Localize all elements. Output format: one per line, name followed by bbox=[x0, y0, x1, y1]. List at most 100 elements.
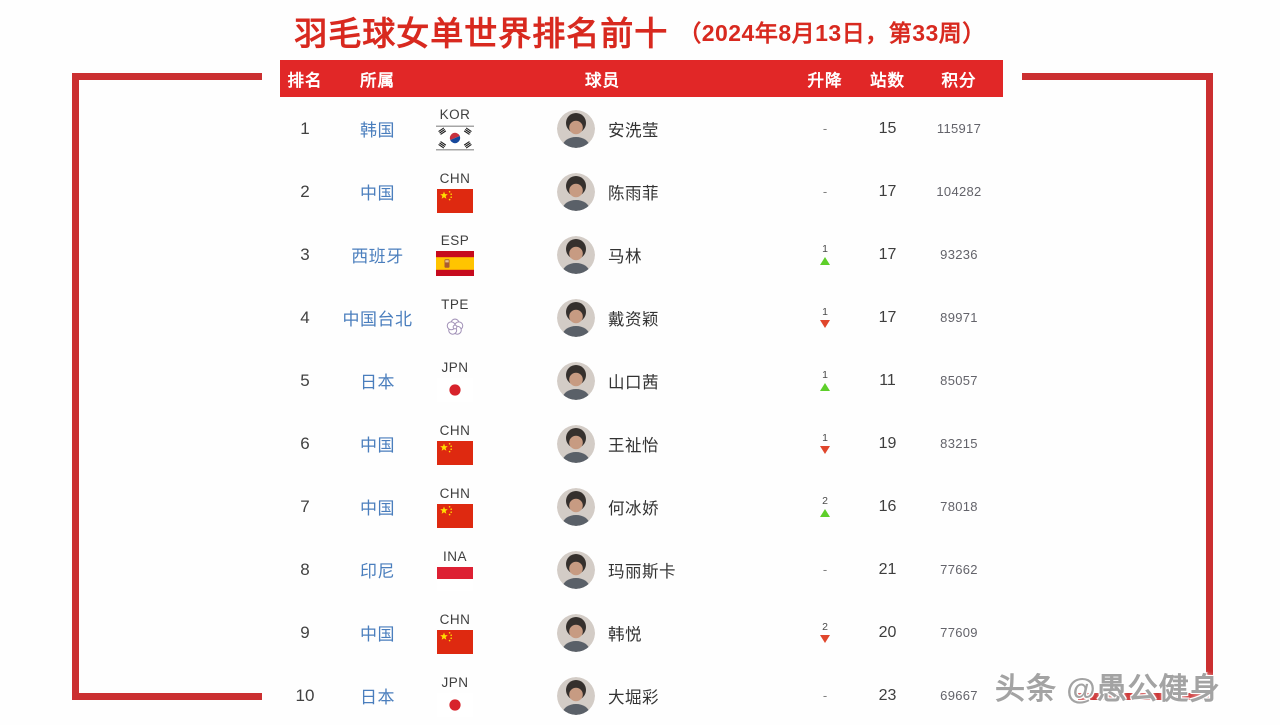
column-header: 排名 bbox=[287, 71, 323, 90]
country-flag-cell: CHN bbox=[425, 612, 485, 654]
player-name: 马林 bbox=[608, 247, 642, 266]
country-code: CHN bbox=[439, 422, 471, 438]
player-cell: 韩悦 bbox=[485, 613, 790, 652]
column-header: 所属 bbox=[360, 71, 395, 90]
rank-cell: 1 bbox=[300, 118, 310, 138]
change-indicator: 1 bbox=[790, 370, 860, 391]
points-value: 77609 bbox=[940, 625, 978, 640]
jpn-flag-icon bbox=[437, 692, 473, 717]
country-flag-cell: JPN bbox=[425, 360, 485, 402]
player-avatar bbox=[557, 613, 595, 652]
player-name: 大堀彩 bbox=[608, 688, 659, 707]
table-backdrop-bottom bbox=[1020, 686, 1078, 725]
points-value: 93236 bbox=[940, 247, 978, 262]
country-name: 中国 bbox=[360, 436, 395, 455]
down-triangle-icon bbox=[820, 445, 830, 454]
country-flag-cell: TPE bbox=[425, 297, 485, 339]
country-code: JPN bbox=[441, 359, 469, 375]
country-flag-cell: JPN bbox=[425, 675, 485, 717]
change-value: 1 bbox=[822, 432, 828, 445]
change-indicator: 1 bbox=[790, 433, 860, 454]
change-value: 2 bbox=[822, 621, 828, 634]
country-name: 中国 bbox=[360, 625, 395, 644]
player-avatar bbox=[557, 676, 595, 715]
rank-cell: 2 bbox=[300, 181, 310, 201]
ina-flag-icon bbox=[437, 566, 473, 591]
column-header: 站数 bbox=[870, 71, 905, 90]
change-indicator: - bbox=[790, 121, 860, 136]
rank-cell: 3 bbox=[300, 244, 310, 264]
player-avatar bbox=[557, 298, 595, 337]
country-flag-cell: ESP bbox=[425, 233, 485, 276]
rank-cell: 4 bbox=[300, 307, 310, 327]
rank-cell: 6 bbox=[300, 433, 310, 453]
player-cell: 马林 bbox=[485, 235, 790, 274]
country-name: 西班牙 bbox=[351, 247, 404, 266]
stations-value: 11 bbox=[879, 371, 896, 389]
table-row: 9 中国 CHN 韩悦 2 20 77609 bbox=[280, 601, 1003, 664]
title-text: 羽毛球女单世界排名前十 bbox=[294, 15, 669, 52]
jpn-flag-icon bbox=[437, 377, 473, 402]
player-cell: 安洗莹 bbox=[485, 109, 790, 148]
no-change-dash: - bbox=[822, 121, 828, 136]
stations-value: 17 bbox=[878, 308, 897, 326]
points-value: 69667 bbox=[940, 688, 978, 703]
change-indicator: 2 bbox=[790, 622, 860, 643]
rank-cell: 10 bbox=[295, 685, 315, 705]
points-value: 104282 bbox=[936, 184, 982, 199]
country-name: 印尼 bbox=[360, 562, 395, 581]
country-code: TPE bbox=[441, 296, 469, 312]
table-backdrop bbox=[262, 55, 1022, 725]
country-name: 中国 bbox=[360, 184, 395, 203]
player-cell: 何冰娇 bbox=[485, 487, 790, 526]
stations-value: 17 bbox=[878, 182, 897, 200]
player-avatar bbox=[557, 550, 595, 589]
change-value: 2 bbox=[822, 495, 828, 508]
change-value: 1 bbox=[822, 369, 828, 382]
change-indicator: 1 bbox=[790, 244, 860, 265]
table-row: 2 中国 CHN 陈雨菲 - 17 104282 bbox=[280, 160, 1003, 223]
no-change-dash: - bbox=[822, 688, 828, 703]
country-flag-cell: CHN bbox=[425, 486, 485, 528]
no-change-dash: - bbox=[822, 184, 828, 199]
table-body: 1 韩国 KOR 安洗莹 -15 115917 2 中国 CHN 陈雨菲 -17 104282 3 西班牙… bbox=[280, 97, 1003, 725]
table-row: 3 西班牙 ESP 马林 1 17 93236 bbox=[280, 223, 1003, 286]
column-header: 球员 bbox=[585, 71, 620, 90]
points-value: 78018 bbox=[940, 499, 978, 514]
change-value: 1 bbox=[822, 306, 828, 319]
player-name: 陈雨菲 bbox=[608, 184, 659, 203]
change-indicator: 2 bbox=[790, 496, 860, 517]
chn-flag-icon bbox=[437, 503, 473, 528]
player-name: 安洗莹 bbox=[608, 121, 659, 140]
country-flag-cell: KOR bbox=[425, 107, 485, 151]
country-flag-cell: CHN bbox=[425, 171, 485, 213]
stations-value: 16 bbox=[878, 497, 897, 515]
player-name: 戴资颖 bbox=[608, 310, 659, 329]
player-name: 玛丽斯卡 bbox=[608, 562, 676, 581]
chn-flag-icon bbox=[437, 188, 473, 213]
player-cell: 戴资颖 bbox=[485, 298, 790, 337]
change-value: 1 bbox=[822, 243, 828, 256]
country-code: ESP bbox=[440, 233, 470, 248]
change-indicator: 1 bbox=[790, 307, 860, 328]
table-row: 6 中国 CHN 王祉怡 1 19 83215 bbox=[280, 412, 1003, 475]
table-row: 5 日本 JPN 山口茜 1 11 85057 bbox=[280, 349, 1003, 412]
country-code: CHN bbox=[439, 611, 471, 627]
rank-cell: 8 bbox=[300, 559, 310, 579]
table-row: 10 日本 JPN 大堀彩 - 23 69667 bbox=[280, 664, 1003, 725]
change-indicator: - bbox=[790, 562, 860, 577]
rank-cell: 7 bbox=[300, 496, 310, 516]
stations-value: 20 bbox=[878, 623, 897, 641]
up-triangle-icon bbox=[820, 508, 830, 517]
country-name: 日本 bbox=[360, 373, 395, 392]
country-flag-cell: INA bbox=[425, 549, 485, 591]
country-code: INA bbox=[442, 548, 467, 564]
player-avatar bbox=[557, 424, 595, 463]
rank-cell: 9 bbox=[300, 622, 310, 642]
country-name: 韩国 bbox=[360, 121, 395, 140]
country-code: CHN bbox=[439, 170, 471, 186]
player-avatar bbox=[557, 109, 595, 148]
player-cell: 玛丽斯卡 bbox=[485, 550, 790, 589]
table-row: 1 韩国 KOR 安洗莹 - 15 115917 bbox=[280, 97, 1003, 160]
